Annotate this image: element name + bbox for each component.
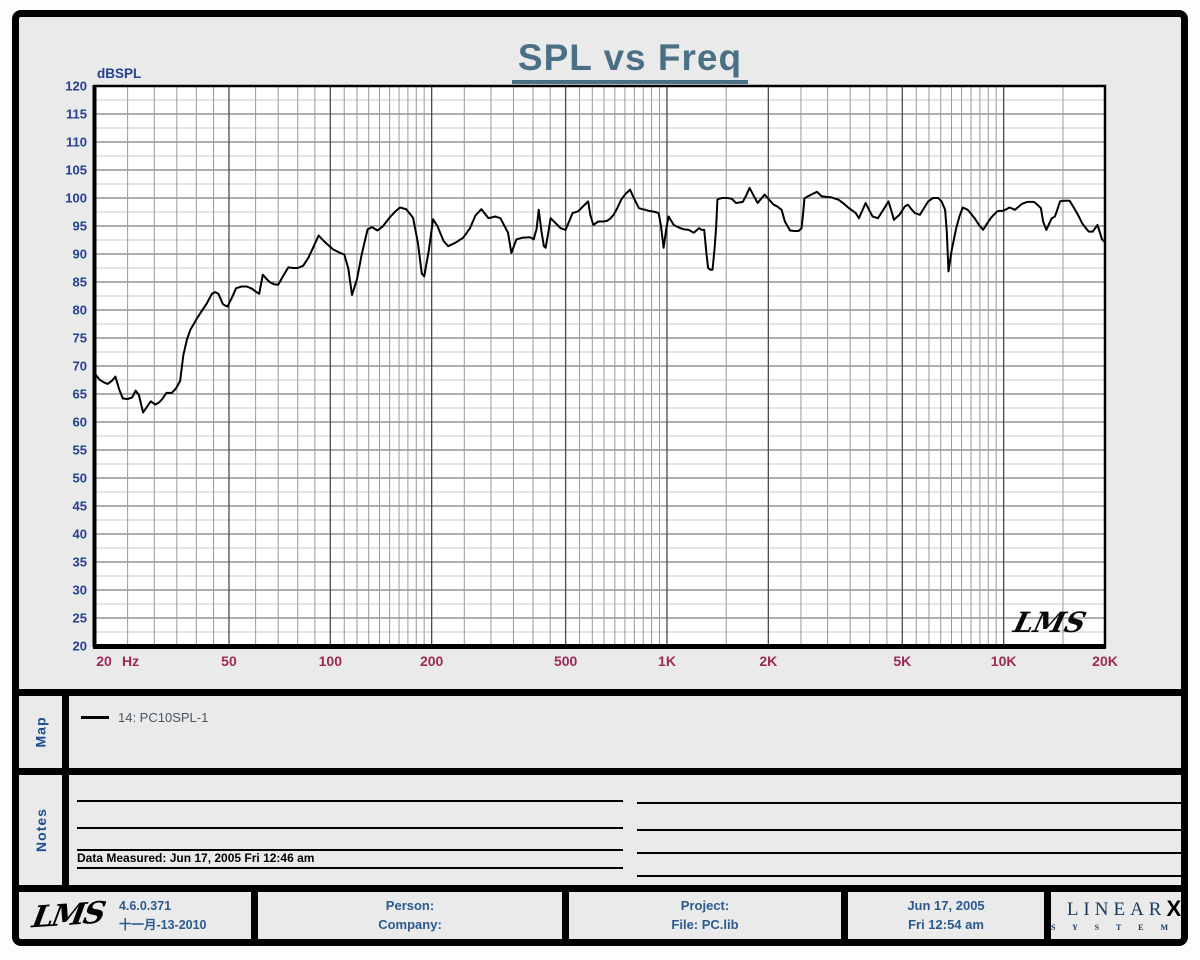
x-axis-unit: Hz (122, 653, 139, 669)
footer: LMS 4.6.0.371 十一月-13-2010 Person: Compan… (19, 892, 1181, 939)
company-label: Company: (378, 916, 442, 932)
map-section-label: Map (32, 716, 49, 748)
notes-rule (637, 875, 1181, 877)
svg-text:1K: 1K (658, 653, 676, 669)
footer-date: Jun 17, 2005 (907, 897, 985, 913)
notes-area: Data Measured: Jun 17, 2005 Fri 12:46 am (69, 775, 1181, 885)
linearx-logo-x: X (1166, 895, 1182, 921)
svg-text:30: 30 (73, 583, 87, 598)
svg-text:25: 25 (73, 611, 87, 626)
svg-text:2K: 2K (759, 653, 777, 669)
divider (1044, 892, 1051, 939)
linearx-logo-text: LINEAR (1066, 898, 1167, 920)
svg-text:75: 75 (73, 331, 87, 346)
chart-section: SPL vs Freq 120 115 110 105 100 95 90 85 80 75 70 6… (19, 17, 1181, 689)
notes-rule (77, 827, 623, 829)
notes-rule (77, 849, 623, 851)
spl-vs-freq-chart: 120 115 110 105 100 95 90 85 80 75 70 65 60 55 50 45 40 3… (65, 66, 1118, 669)
svg-text:10K: 10K (991, 653, 1017, 669)
svg-text:70: 70 (73, 359, 87, 374)
divider (19, 689, 1181, 696)
svg-text:115: 115 (66, 107, 87, 122)
linearx-logo-cell: LINEARX S Y S T E M S (1051, 892, 1188, 939)
page-title-text: SPL vs Freq (511, 37, 749, 84)
svg-text:50: 50 (221, 653, 237, 669)
svg-text:50: 50 (73, 471, 87, 486)
print-date-stamp: 十一月-13-2010 (118, 917, 207, 932)
divider (251, 892, 258, 939)
lms-watermark: LMS (1009, 605, 1089, 638)
svg-text:60: 60 (73, 415, 87, 430)
y-tick-labels: 120 115 110 105 100 95 90 85 80 75 70 65 60 55 50 45 40 3… (65, 79, 87, 654)
legend-label: 14: PC10SPL-1 (118, 710, 209, 725)
divider (841, 892, 848, 939)
divider (19, 885, 1181, 892)
footer-time: Fri 12:54 am (908, 916, 984, 932)
divider (19, 768, 1181, 775)
svg-text:100: 100 (319, 653, 343, 669)
report-frame: SPL vs Freq 120 115 110 105 100 95 90 85 80 75 70 6… (12, 10, 1188, 946)
svg-text:20: 20 (96, 653, 112, 669)
svg-text:500: 500 (554, 653, 578, 669)
svg-text:105: 105 (65, 163, 87, 178)
notes-rule (77, 800, 623, 802)
svg-text:5K: 5K (893, 653, 911, 669)
map-legend-area: 14: PC10SPL-1 (69, 696, 1181, 768)
svg-text:LMS: LMS (1009, 605, 1089, 638)
svg-text:90: 90 (73, 247, 87, 262)
svg-text:200: 200 (420, 653, 444, 669)
svg-text:65: 65 (73, 387, 87, 402)
svg-text:120: 120 (65, 79, 87, 94)
svg-text:85: 85 (73, 275, 87, 290)
systems-logo-text: S Y S T E M S (1051, 922, 1188, 932)
svg-text:20: 20 (73, 639, 87, 654)
x-tick-labels: 20 50 100 200 500 1K 2K 5K 10K 20K Hz (96, 653, 1118, 669)
data-measured-text: Data Measured: Jun 17, 2005 Fri 12:46 am (77, 851, 623, 869)
svg-text:20K: 20K (1092, 653, 1118, 669)
svg-text:40: 40 (73, 527, 87, 542)
map-section-label-cell: Map (19, 696, 62, 768)
y-axis-title: dBSPL (97, 66, 141, 81)
notes-section-label-cell: Notes (19, 775, 62, 885)
notes-rule (637, 852, 1181, 854)
divider (562, 892, 569, 939)
lms-logo: LMS (29, 895, 107, 936)
legend-line-swatch (81, 716, 109, 719)
software-version: 4.6.0.371 (118, 899, 172, 914)
footer-project-cell: Project: File: PC.lib (569, 892, 841, 939)
project-label: Project: (680, 897, 730, 913)
notes-section-label: Notes (32, 808, 49, 852)
map-section: Map 14: PC10SPL-1 (19, 696, 1181, 768)
svg-text:80: 80 (73, 303, 87, 318)
page-title: SPL vs Freq (49, 37, 1181, 84)
notes-rule (637, 802, 1181, 804)
divider (62, 775, 69, 885)
file-label: File: PC.lib (671, 916, 739, 932)
footer-person-cell: Person: Company: (258, 892, 562, 939)
divider (62, 696, 69, 768)
legend-item: 14: PC10SPL-1 (81, 710, 208, 725)
svg-text:35: 35 (73, 555, 87, 570)
spl-curve (94, 186, 1106, 414)
notes-rule (637, 829, 1181, 831)
footer-version-cell: LMS 4.6.0.371 十一月-13-2010 (19, 892, 251, 939)
notes-section: Notes Data Measured: Jun 17, 2005 Fri 12… (19, 775, 1181, 885)
svg-text:110: 110 (66, 135, 87, 150)
footer-date-cell: Jun 17, 2005 Fri 12:54 am (848, 892, 1044, 939)
grid (95, 86, 1105, 646)
svg-text:45: 45 (73, 499, 87, 514)
svg-text:95: 95 (73, 219, 87, 234)
person-label: Person: (385, 897, 435, 913)
linearx-logo: LINEARX (1066, 895, 1182, 921)
svg-text:100: 100 (65, 191, 87, 206)
svg-text:55: 55 (73, 443, 87, 458)
